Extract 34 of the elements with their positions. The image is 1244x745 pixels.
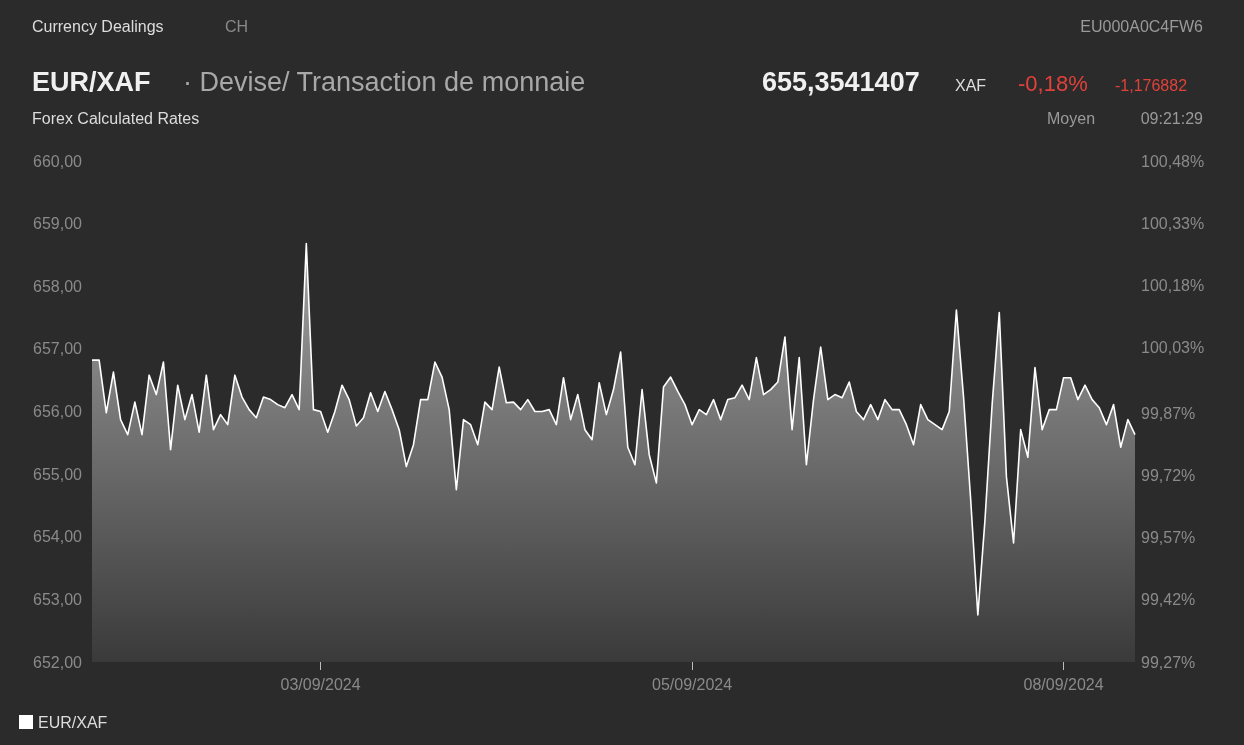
text: · Devise/ Transaction de monnaie (183, 66, 586, 98)
text: Moyen (1047, 110, 1096, 128)
legend-label: EUR/XAF (38, 713, 108, 731)
y2-tick-label: 99,57% (1141, 529, 1196, 547)
y2-tick-label: 100,03% (1141, 338, 1205, 356)
y-tick-label: 655,00 (33, 465, 83, 483)
chart-title: EUR/XAF (32, 66, 151, 98)
y-tick-label: 659,00 (33, 215, 83, 233)
chart-subtitle: Forex Calculated Rates (32, 110, 200, 128)
y-tick-label: 657,00 (33, 340, 83, 358)
y-tick-label: 658,00 (33, 277, 83, 295)
y2-tick-label: 99,87% (1141, 405, 1196, 423)
y2-tick-label: 99,27% (1141, 653, 1196, 671)
text: EU000A0C4FW6 (1080, 18, 1203, 36)
text: 09:21:29 (1140, 110, 1203, 128)
x-tick-label: 05/09/2024 (652, 675, 733, 693)
text: Currency Dealings (32, 18, 164, 36)
y-tick-label: 653,00 (33, 590, 83, 608)
y-tick-label: 652,00 (33, 653, 83, 671)
x-tick-label: 08/09/2024 (1023, 675, 1104, 693)
y2-tick-label: 99,42% (1141, 591, 1196, 609)
text: 655,3541407 (762, 66, 920, 98)
y-tick-label: 654,00 (33, 528, 83, 546)
y2-tick-label: 100,33% (1141, 214, 1205, 232)
x-tick-label: 03/09/2024 (280, 675, 361, 693)
text: CH (225, 18, 249, 36)
text: -0,18% (1018, 71, 1088, 97)
y-tick-label: 656,00 (33, 403, 83, 420)
y2-tick-label: 100,48% (1141, 152, 1205, 170)
text: XAF (955, 77, 987, 95)
y2-tick-label: 100,18% (1141, 276, 1205, 294)
y-tick-label: 660,00 (33, 152, 83, 170)
y2-tick-label: 99,72% (1141, 467, 1196, 485)
text: -1,176882 (1115, 77, 1188, 95)
